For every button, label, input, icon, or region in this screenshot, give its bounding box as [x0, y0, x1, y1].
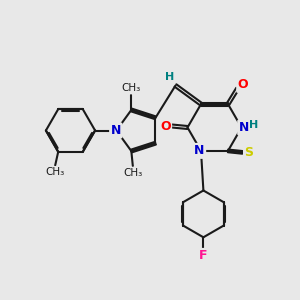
Text: O: O: [160, 119, 171, 133]
Text: CH₃: CH₃: [46, 167, 65, 177]
Text: N: N: [111, 124, 121, 137]
Text: F: F: [199, 249, 208, 262]
Text: S: S: [244, 146, 253, 159]
Text: CH₃: CH₃: [122, 83, 141, 93]
Text: N: N: [239, 121, 249, 134]
Text: H: H: [166, 72, 175, 82]
Text: H: H: [250, 120, 259, 130]
Text: O: O: [238, 78, 248, 92]
Text: CH₃: CH₃: [123, 168, 142, 178]
Text: N: N: [194, 144, 205, 158]
